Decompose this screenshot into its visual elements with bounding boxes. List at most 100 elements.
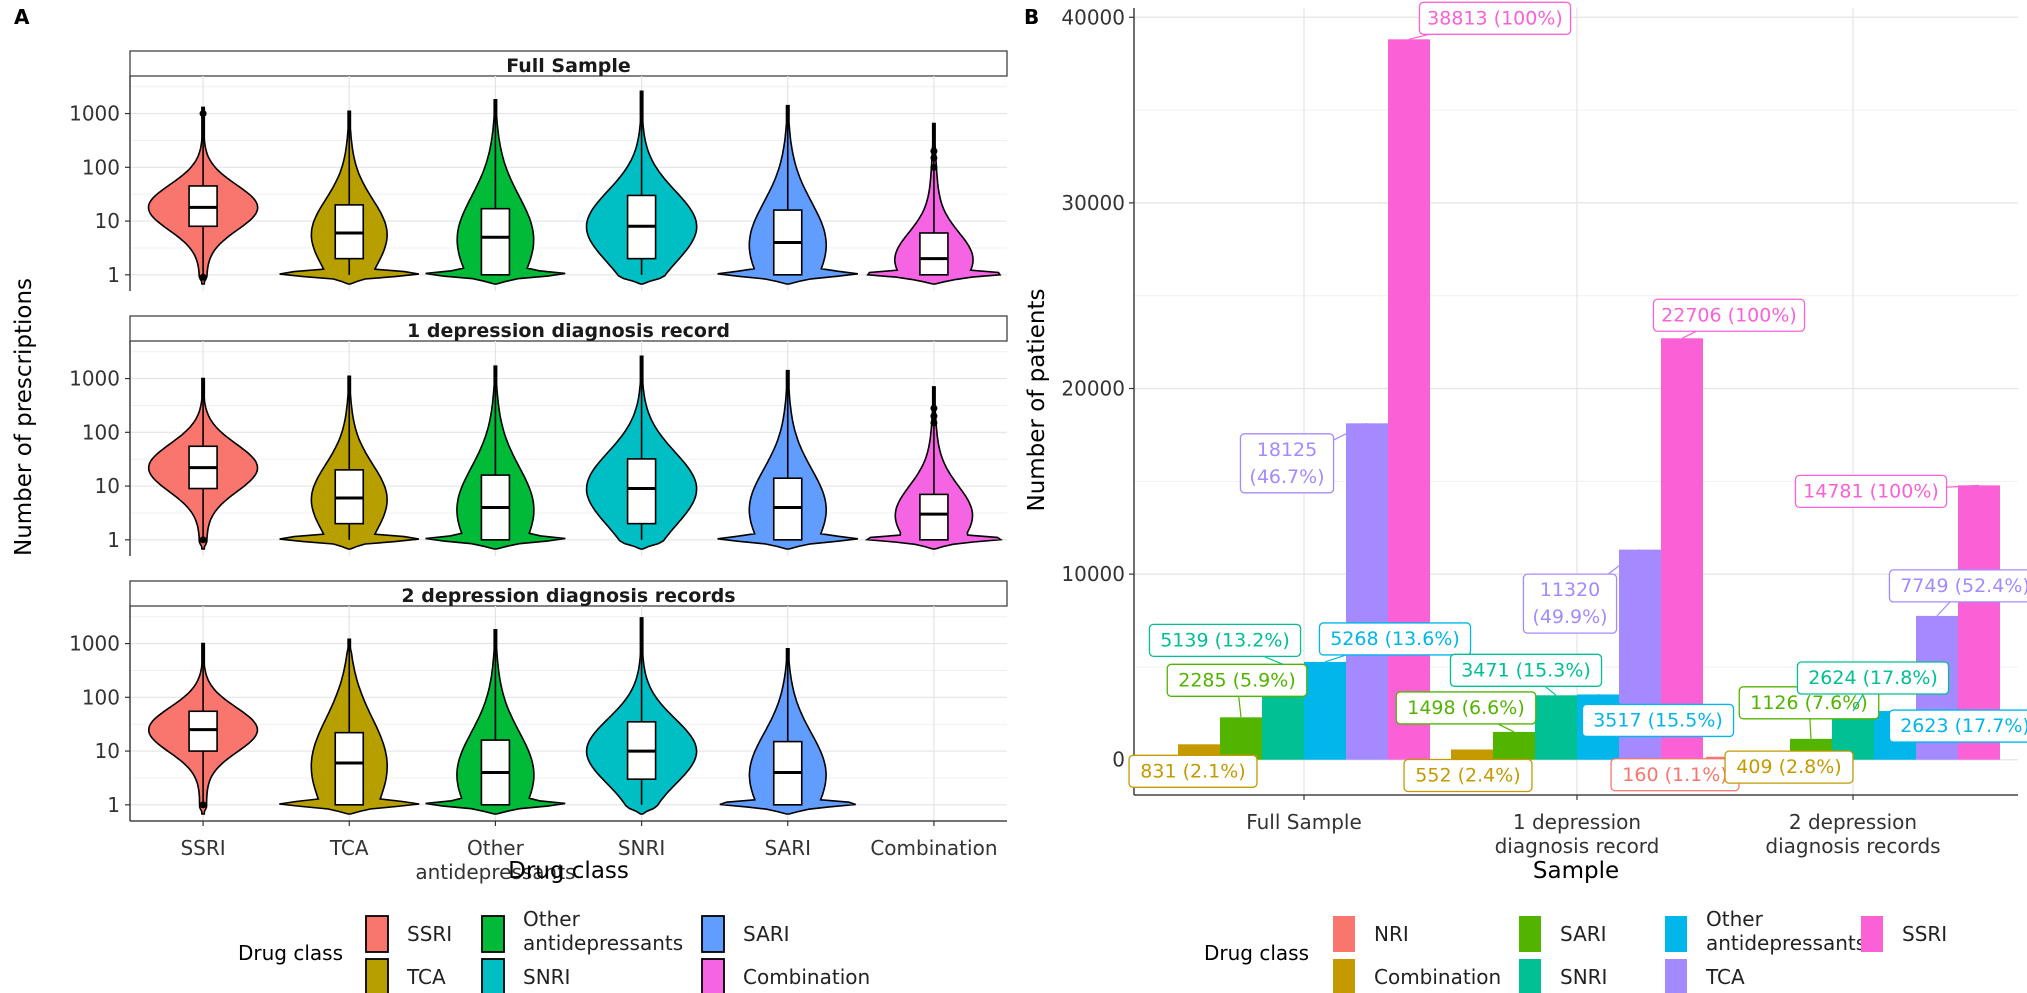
y-tick-label: 1000	[69, 102, 120, 126]
data-label-text: 5139 (13.2%)	[1160, 629, 1290, 651]
box	[919, 232, 949, 276]
data-label-text-line: 18125	[1257, 439, 1317, 461]
legend-label-line: SNRI	[523, 965, 570, 989]
legend-label-line: SSRI	[407, 922, 452, 946]
data-label: 14781 (100%)	[1794, 474, 1948, 509]
legend-label: Other antidepressants	[523, 907, 683, 955]
data-label-text: 14781 (100%)	[1803, 480, 1939, 502]
x-tick-label-line: Combination	[870, 836, 997, 860]
facet-title: 1 depression diagnosis record	[407, 320, 730, 342]
data-label-text: 18125 (46.7%)	[1249, 439, 1324, 488]
bar	[1661, 338, 1703, 760]
legend-label: TCA	[1705, 965, 1745, 989]
legend-label-line: antidepressants	[1706, 931, 1866, 955]
panel-a: A Full Sample 1 10 100 1000 1 depression diagn…	[11, 5, 1008, 993]
legend-key	[481, 958, 505, 993]
y-tick-label: 1000	[69, 367, 120, 391]
data-label-text-line: 1126 (7.6%)	[1750, 692, 1868, 714]
legend-label: SARI	[743, 922, 790, 946]
y-axis-title: Number of prescriptions	[11, 278, 37, 556]
outlier-point	[930, 147, 938, 155]
legend-label-line: Combination	[1374, 965, 1501, 989]
legend-label-line: SARI	[743, 922, 790, 946]
bar	[1304, 661, 1346, 760]
y-axis-title: Number of patients	[1024, 288, 1050, 511]
data-label-box	[1395, 691, 1537, 725]
outlier-point	[199, 110, 207, 118]
data-label-text: 409 (2.8%)	[1736, 756, 1841, 778]
data-label-text-line: 5268 (13.6%)	[1330, 628, 1460, 650]
facet-strip	[129, 50, 1008, 77]
legend-label-line: Other	[523, 907, 581, 931]
data-label-text-line: 2285 (5.9%)	[1178, 669, 1296, 691]
legend-key	[701, 958, 725, 993]
legend-label: SSRI	[1902, 922, 1947, 946]
data-label-box	[1581, 703, 1735, 738]
y-tick-label: 0	[1112, 748, 1125, 772]
x-tick-label-line: SARI	[764, 836, 811, 860]
legend-label-line: SARI	[1560, 922, 1607, 946]
data-label-text-line: 2624 (17.8%)	[1808, 667, 1938, 689]
legend-label-line: Combination	[743, 965, 870, 989]
legend-key	[365, 915, 389, 953]
outlier-point	[199, 273, 207, 281]
data-label-text: 831 (2.1%)	[1140, 760, 1245, 782]
facet-strip	[129, 315, 1008, 342]
data-label: 2623 (17.7%)	[1888, 709, 2027, 743]
data-label: 1126 (7.6%)	[1738, 686, 1880, 720]
y-tick-label: 100	[82, 685, 120, 709]
legend-key	[365, 958, 389, 993]
legend-label: SARI	[1560, 922, 1607, 946]
bar	[1535, 695, 1577, 760]
legend-label-line: SNRI	[1560, 965, 1607, 989]
data-label-text: 7749 (52.4%)	[1900, 575, 2027, 597]
x-tick-label-line: diagnosis record	[1495, 834, 1660, 858]
legend-key	[1665, 959, 1687, 993]
x-tick-label-line: diagnosis records	[1765, 834, 1940, 858]
outlier-point	[930, 163, 938, 171]
data-label-text: 2624 (17.8%)	[1808, 667, 1938, 689]
data-label-box	[1522, 573, 1618, 634]
legend-key	[701, 915, 725, 953]
data-label-box	[1239, 433, 1335, 494]
data-label-text: 11320 (49.9%)	[1532, 579, 1607, 628]
y-tick-label: 1	[107, 793, 120, 817]
data-label-box	[1418, 1, 1572, 35]
panel-b-letter: B	[1024, 5, 1039, 29]
legend-key	[1665, 916, 1687, 952]
data-label: 18125 (46.7%)	[1239, 433, 1335, 494]
data-label-box	[1724, 750, 1854, 784]
data-label-text: 5268 (13.6%)	[1330, 628, 1460, 650]
x-tick-label: SSRI	[180, 836, 225, 860]
x-tick-label: Other antidepressants	[415, 836, 575, 884]
data-label: 7749 (52.4%)	[1888, 569, 2027, 603]
x-tick-label: 1 depression diagnosis record	[1495, 810, 1660, 858]
outlier-point	[930, 404, 938, 412]
data-label: 5268 (13.6%)	[1318, 622, 1472, 656]
x-tick-label: TCA	[329, 836, 369, 860]
data-label-box	[1166, 663, 1308, 697]
x-tick-label-line: Full Sample	[1246, 810, 1362, 834]
outlier-point	[930, 412, 938, 420]
x-tick-label: SNRI	[618, 836, 665, 860]
x-tick-label: Full Sample	[1246, 810, 1362, 834]
data-label-text: 160 (1.1%)	[1622, 764, 1727, 786]
legend-key	[1519, 959, 1541, 993]
panel-a-letter: A	[14, 5, 30, 29]
data-label: 160 (1.1%)	[1610, 758, 1740, 792]
data-label-box	[1449, 653, 1603, 687]
data-label-text-line: 11320	[1540, 579, 1600, 601]
box	[772, 477, 803, 541]
x-tick-label-line: TCA	[329, 836, 369, 860]
y-tick-label: 20000	[1061, 377, 1125, 401]
data-label: 22706 (100%)	[1652, 298, 1806, 332]
y-tick-label: 30000	[1061, 191, 1125, 215]
legend-label-line: antidepressants	[523, 931, 683, 955]
data-label-text: 3471 (15.3%)	[1461, 659, 1591, 681]
data-label-text-line: 2623 (17.7%)	[1900, 715, 2027, 737]
data-label: 5139 (13.2%)	[1148, 623, 1302, 657]
y-tick-label: 1000	[69, 632, 120, 656]
data-label: 2624 (17.8%)	[1796, 661, 1950, 695]
data-label: 831 (2.1%)	[1128, 754, 1258, 788]
